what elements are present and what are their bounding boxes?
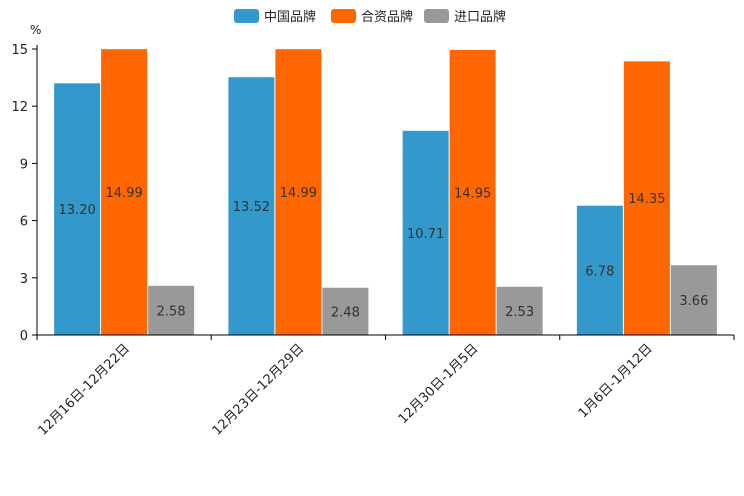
y-tick-label: 3 — [20, 272, 28, 287]
bar — [670, 265, 717, 335]
bar-value-label: 2.58 — [157, 304, 186, 319]
x-tick-label: 12月23日-12月29日 — [210, 341, 307, 438]
legend-label-3: 进口品牌 — [454, 9, 506, 25]
x-tick-label: 12月16日-12月22日 — [35, 341, 132, 438]
bar-value-label: 14.35 — [628, 192, 665, 207]
bar-value-label: 14.99 — [280, 186, 317, 201]
bar — [54, 83, 101, 335]
bar-value-label: 14.99 — [106, 186, 143, 201]
legend: 中国品牌 合资品牌 进口品牌 — [234, 9, 506, 25]
legend-label-2: 合资品牌 — [361, 9, 413, 25]
bar-value-label: 10.71 — [407, 227, 444, 242]
bar — [623, 61, 670, 335]
y-tick-label: 9 — [20, 157, 28, 172]
x-tick-label: 12月30日-1月5日 — [396, 341, 482, 427]
bar — [576, 205, 623, 335]
x-tick-label: 1月6日-1月12日 — [576, 341, 656, 421]
bar — [228, 77, 275, 336]
y-tick-label: 6 — [20, 215, 28, 230]
bar — [449, 49, 496, 335]
bar-value-label: 13.52 — [233, 200, 270, 215]
y-tick-label: 0 — [20, 329, 28, 344]
bar — [275, 49, 322, 335]
bar — [322, 287, 369, 335]
x-axis: 12月16日-12月22日 12月23日-12月29日 12月30日-1月5日 1月6… — [35, 334, 735, 439]
bars: 13.20 14.99 2.58 13.52 14.99 2.48 10.71 14.95 2.… — [54, 49, 717, 336]
legend-label-1: 中国品牌 — [264, 9, 316, 25]
bar-value-label: 3.66 — [679, 294, 708, 309]
bar-value-label: 14.95 — [454, 186, 491, 201]
bar-value-label: 6.78 — [585, 264, 614, 279]
bar — [101, 49, 148, 335]
bar — [148, 285, 195, 335]
legend-swatch-1 — [234, 9, 259, 23]
bar-value-label: 13.20 — [59, 203, 96, 218]
y-tick-label: 15 — [11, 43, 28, 58]
y-axis-label: % — [30, 23, 41, 37]
bar — [402, 130, 449, 335]
legend-swatch-2 — [331, 9, 356, 23]
y-axis: 0 3 6 9 12 15 — [11, 43, 38, 344]
legend-swatch-3 — [424, 9, 449, 23]
y-tick-label: 12 — [11, 100, 28, 115]
bar-value-label: 2.48 — [331, 305, 360, 320]
bar — [496, 286, 543, 335]
bar-value-label: 2.53 — [505, 305, 534, 320]
